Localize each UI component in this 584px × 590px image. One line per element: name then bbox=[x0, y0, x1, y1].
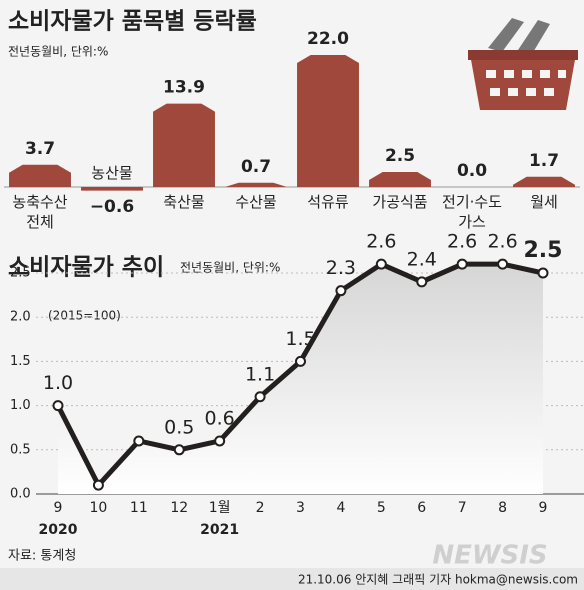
x-tick-label: 6 bbox=[417, 500, 426, 516]
category-label: 축산물 bbox=[163, 193, 204, 211]
area bbox=[58, 264, 543, 494]
bar bbox=[225, 182, 287, 187]
category-label: 수산물 bbox=[235, 193, 276, 211]
x-tick-label: 9 bbox=[54, 500, 63, 516]
category-label: 농산물 bbox=[91, 164, 132, 182]
credit: 21.10.06 안지혜 그래픽 기자 hokma@newsis.com bbox=[298, 573, 578, 587]
category-label: 월세 bbox=[530, 193, 558, 211]
x-tick-label: 3 bbox=[296, 500, 305, 516]
x-tick-label: 2 bbox=[256, 500, 265, 516]
x-tick-label: 5 bbox=[377, 500, 386, 516]
point bbox=[416, 276, 428, 288]
value-label: 2.6 bbox=[487, 231, 517, 253]
value-label: 3.7 bbox=[25, 139, 55, 159]
year-label: 2020 bbox=[39, 522, 78, 538]
point bbox=[456, 258, 468, 270]
category-label: 전기·수도 가스 bbox=[442, 193, 502, 231]
x-tick-label: 8 bbox=[498, 500, 507, 516]
y-tick-label: 0.5 bbox=[10, 442, 31, 457]
point bbox=[497, 258, 509, 270]
point bbox=[92, 479, 104, 491]
point bbox=[214, 435, 226, 447]
bar bbox=[9, 164, 71, 187]
category-label: 석유류 bbox=[307, 193, 349, 211]
chart-title: 소비자물가 추이 bbox=[8, 255, 164, 281]
point bbox=[537, 267, 549, 279]
watermark: NEWSIS bbox=[432, 541, 547, 571]
point bbox=[52, 400, 64, 412]
value-label: 2.3 bbox=[326, 257, 356, 279]
value-label: 1.1 bbox=[245, 363, 275, 385]
value-label: 2.4 bbox=[407, 248, 437, 270]
value-label: 1.5 bbox=[285, 328, 315, 350]
value-label: 2.5 bbox=[524, 238, 563, 263]
value-label: 0.7 bbox=[241, 157, 271, 177]
value-label: 1.7 bbox=[529, 151, 559, 171]
x-tick-label: 9 bbox=[539, 500, 548, 516]
chart-subtitle: 전년동월비, 단위:% bbox=[180, 261, 280, 275]
point bbox=[375, 258, 387, 270]
bar bbox=[153, 103, 215, 187]
value-label: 22.0 bbox=[307, 29, 349, 49]
point bbox=[335, 285, 347, 297]
bar bbox=[297, 55, 359, 187]
point bbox=[254, 391, 266, 403]
category-label: 가공식품 bbox=[372, 193, 427, 211]
category-label: 농축수산 전체 bbox=[12, 193, 67, 231]
y-tick-label: 2.5 bbox=[10, 266, 31, 281]
value-label: 2.6 bbox=[366, 231, 396, 253]
footer-band bbox=[0, 568, 584, 590]
bar bbox=[513, 176, 575, 187]
y-tick-label: 1.0 bbox=[10, 398, 31, 413]
year-label: 2021 bbox=[200, 522, 239, 538]
value-label: 0.6 bbox=[205, 407, 235, 429]
value-label: 1.0 bbox=[43, 372, 73, 394]
bar bbox=[81, 187, 143, 191]
value-label: −0.6 bbox=[90, 197, 134, 217]
point bbox=[133, 435, 145, 447]
basket-icon bbox=[468, 18, 578, 110]
chart-title: 소비자물가 품목별 등락률 bbox=[8, 9, 257, 35]
chart-subtitle: 전년동월비, 단위:% bbox=[8, 45, 108, 59]
x-tick-label: 11 bbox=[130, 500, 148, 516]
y-tick-label: 0.0 bbox=[10, 487, 31, 502]
x-tick-label: 4 bbox=[336, 500, 345, 516]
point bbox=[173, 444, 185, 456]
y-tick-label: 1.5 bbox=[10, 354, 31, 369]
bar bbox=[369, 172, 431, 187]
value-label: 0.0 bbox=[457, 161, 487, 181]
value-label: 13.9 bbox=[163, 78, 205, 98]
annotation: (2015=100) bbox=[48, 309, 121, 323]
source: 자료: 통계청 bbox=[8, 549, 76, 564]
value-label: 0.5 bbox=[164, 416, 194, 438]
point bbox=[295, 355, 306, 367]
value-label: 2.6 bbox=[447, 231, 477, 253]
value-label: 2.5 bbox=[385, 146, 415, 166]
x-tick-label: 7 bbox=[458, 500, 467, 516]
y-tick-label: 2.0 bbox=[10, 310, 31, 325]
x-tick-label: 1월 bbox=[209, 500, 231, 516]
x-tick-label: 10 bbox=[90, 500, 108, 516]
x-tick-label: 12 bbox=[170, 500, 188, 516]
